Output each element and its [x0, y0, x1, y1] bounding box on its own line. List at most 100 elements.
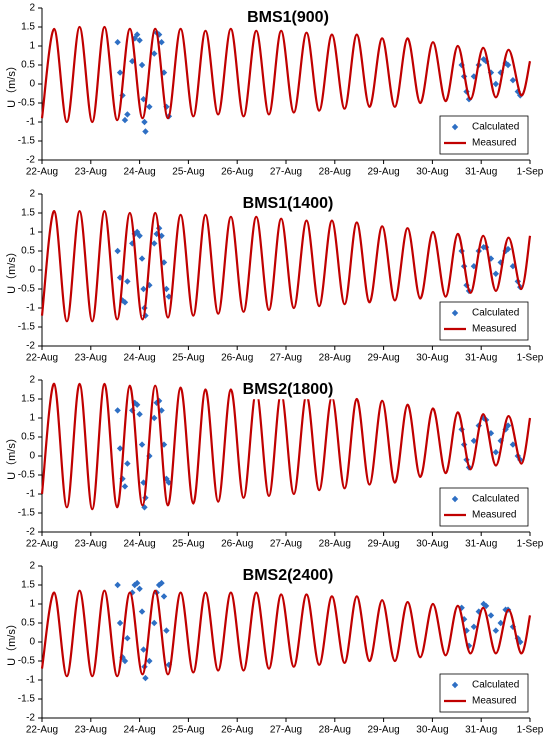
- y-tick-label: 2: [29, 189, 35, 200]
- x-tick-label: 23-Aug: [75, 725, 107, 736]
- y-tick-label: 0.5: [21, 432, 35, 443]
- x-tick-label: 26-Aug: [221, 725, 253, 736]
- y-tick-label: -2: [26, 341, 35, 352]
- calculated-point: [138, 61, 146, 69]
- x-tick-label: 27-Aug: [270, 725, 302, 736]
- calculated-point: [140, 646, 147, 653]
- x-tick-label: 22-Aug: [26, 353, 58, 364]
- x-tick-label: 28-Aug: [319, 725, 351, 736]
- y-axis-label: U（m/s）: [5, 246, 18, 294]
- panel: -2 -1.5 -1 -0.5 0 0.5 1 1.5 2 22-Aug 23-Aug 24-Aug 2…: [5, 375, 544, 550]
- calculated-point: [140, 285, 147, 293]
- calculated-point: [514, 635, 521, 642]
- x-tick-label: 28-Aug: [319, 167, 351, 178]
- x-tick-label: 31-Aug: [465, 353, 497, 364]
- x-tick-label: 1-Sep: [517, 539, 544, 550]
- calculated-point: [497, 619, 504, 627]
- calculated-point: [116, 619, 124, 627]
- calculated-point: [492, 449, 500, 456]
- calculated-point: [492, 627, 500, 634]
- title-background: [245, 8, 331, 28]
- calculated-point: [163, 627, 170, 634]
- calculated-point: [509, 263, 517, 270]
- legend-label: Measured: [472, 510, 516, 521]
- calculated-point: [131, 35, 138, 42]
- y-tick-label: -1: [26, 303, 35, 314]
- panel: -2 -1.5 -1 -0.5 0 0.5 1 1.5 2 22-Aug 23-Aug 24-Aug 2…: [5, 189, 544, 364]
- calculated-point: [146, 657, 153, 665]
- x-tick-label: 23-Aug: [75, 539, 107, 550]
- calculated-point: [492, 80, 500, 88]
- x-tick-label: 1-Sep: [517, 353, 544, 364]
- calculated-point: [136, 411, 143, 418]
- y-tick-label: -2: [26, 155, 35, 166]
- measured-line: [40, 382, 532, 511]
- x-tick-label: 22-Aug: [26, 167, 58, 178]
- y-tick-label: -1: [26, 489, 35, 500]
- y-axis-label: U（m/s）: [5, 60, 18, 108]
- legend-label: Calculated: [472, 308, 519, 319]
- x-tick-label: 27-Aug: [270, 353, 302, 364]
- x-tick-label: 26-Aug: [221, 353, 253, 364]
- x-tick-label: 28-Aug: [319, 353, 351, 364]
- x-tick-label: 30-Aug: [416, 539, 448, 550]
- calculated-point: [465, 642, 473, 649]
- y-tick-label: 1.5: [21, 208, 35, 219]
- x-tick-label: 25-Aug: [172, 539, 204, 550]
- legend-label: Calculated: [472, 680, 519, 691]
- x-tick-label: 31-Aug: [465, 167, 497, 178]
- calculated-point: [121, 299, 129, 306]
- legend-swatch: [451, 309, 459, 317]
- y-tick-label: -0.5: [18, 470, 36, 481]
- y-tick-label: 0.5: [21, 60, 35, 71]
- calculated-point: [160, 593, 168, 600]
- calculated-point: [158, 407, 165, 414]
- calculated-point: [114, 247, 121, 255]
- calculated-point: [133, 579, 141, 587]
- legend-box: [439, 115, 529, 155]
- measured-line: [40, 25, 532, 124]
- y-tick-label: 0.5: [21, 618, 35, 629]
- x-tick-label: 31-Aug: [465, 725, 497, 736]
- calculated-point: [124, 111, 131, 118]
- calculated-point: [482, 58, 490, 65]
- y-tick-label: 1.5: [21, 580, 35, 591]
- y-tick-label: 0: [29, 637, 35, 648]
- y-tick-label: -1.5: [18, 136, 36, 147]
- legend-label: Measured: [472, 324, 516, 335]
- y-tick-label: -1.5: [18, 508, 36, 519]
- calculated-point: [114, 407, 121, 414]
- y-tick-label: -0.5: [18, 656, 36, 667]
- y-axis-label: U（m/s）: [5, 618, 18, 666]
- legend-swatch: [451, 495, 459, 503]
- legend-box: [439, 487, 529, 527]
- calculated-point: [470, 623, 478, 630]
- legend-swatch: [451, 681, 459, 689]
- calculated-point: [163, 285, 170, 293]
- y-tick-label: -0.5: [18, 98, 36, 109]
- calculated-point: [509, 77, 517, 84]
- y-tick-label: 2: [29, 3, 35, 14]
- legend-box: [439, 673, 529, 713]
- legend-label: Measured: [472, 696, 516, 707]
- calculated-point: [504, 61, 512, 69]
- x-tick-label: 22-Aug: [26, 539, 58, 550]
- x-tick-label: 30-Aug: [416, 353, 448, 364]
- calculated-point: [142, 128, 149, 135]
- chart-title: BMS2(1800): [243, 381, 334, 398]
- calculated-point: [509, 623, 517, 630]
- x-tick-label: 22-Aug: [26, 725, 58, 736]
- calculated-point: [121, 483, 129, 490]
- calculated-point: [487, 612, 495, 619]
- calculated-point: [160, 69, 168, 76]
- calculated-point: [163, 103, 170, 110]
- chart-title: BMS2(2400): [243, 567, 334, 584]
- calculated-point: [460, 616, 468, 623]
- x-tick-label: 29-Aug: [367, 539, 399, 550]
- legend-label: Measured: [472, 138, 516, 149]
- calculated-point: [121, 657, 129, 665]
- x-tick-label: 31-Aug: [465, 539, 497, 550]
- y-tick-label: 0: [29, 451, 35, 462]
- calculated-point: [138, 441, 146, 448]
